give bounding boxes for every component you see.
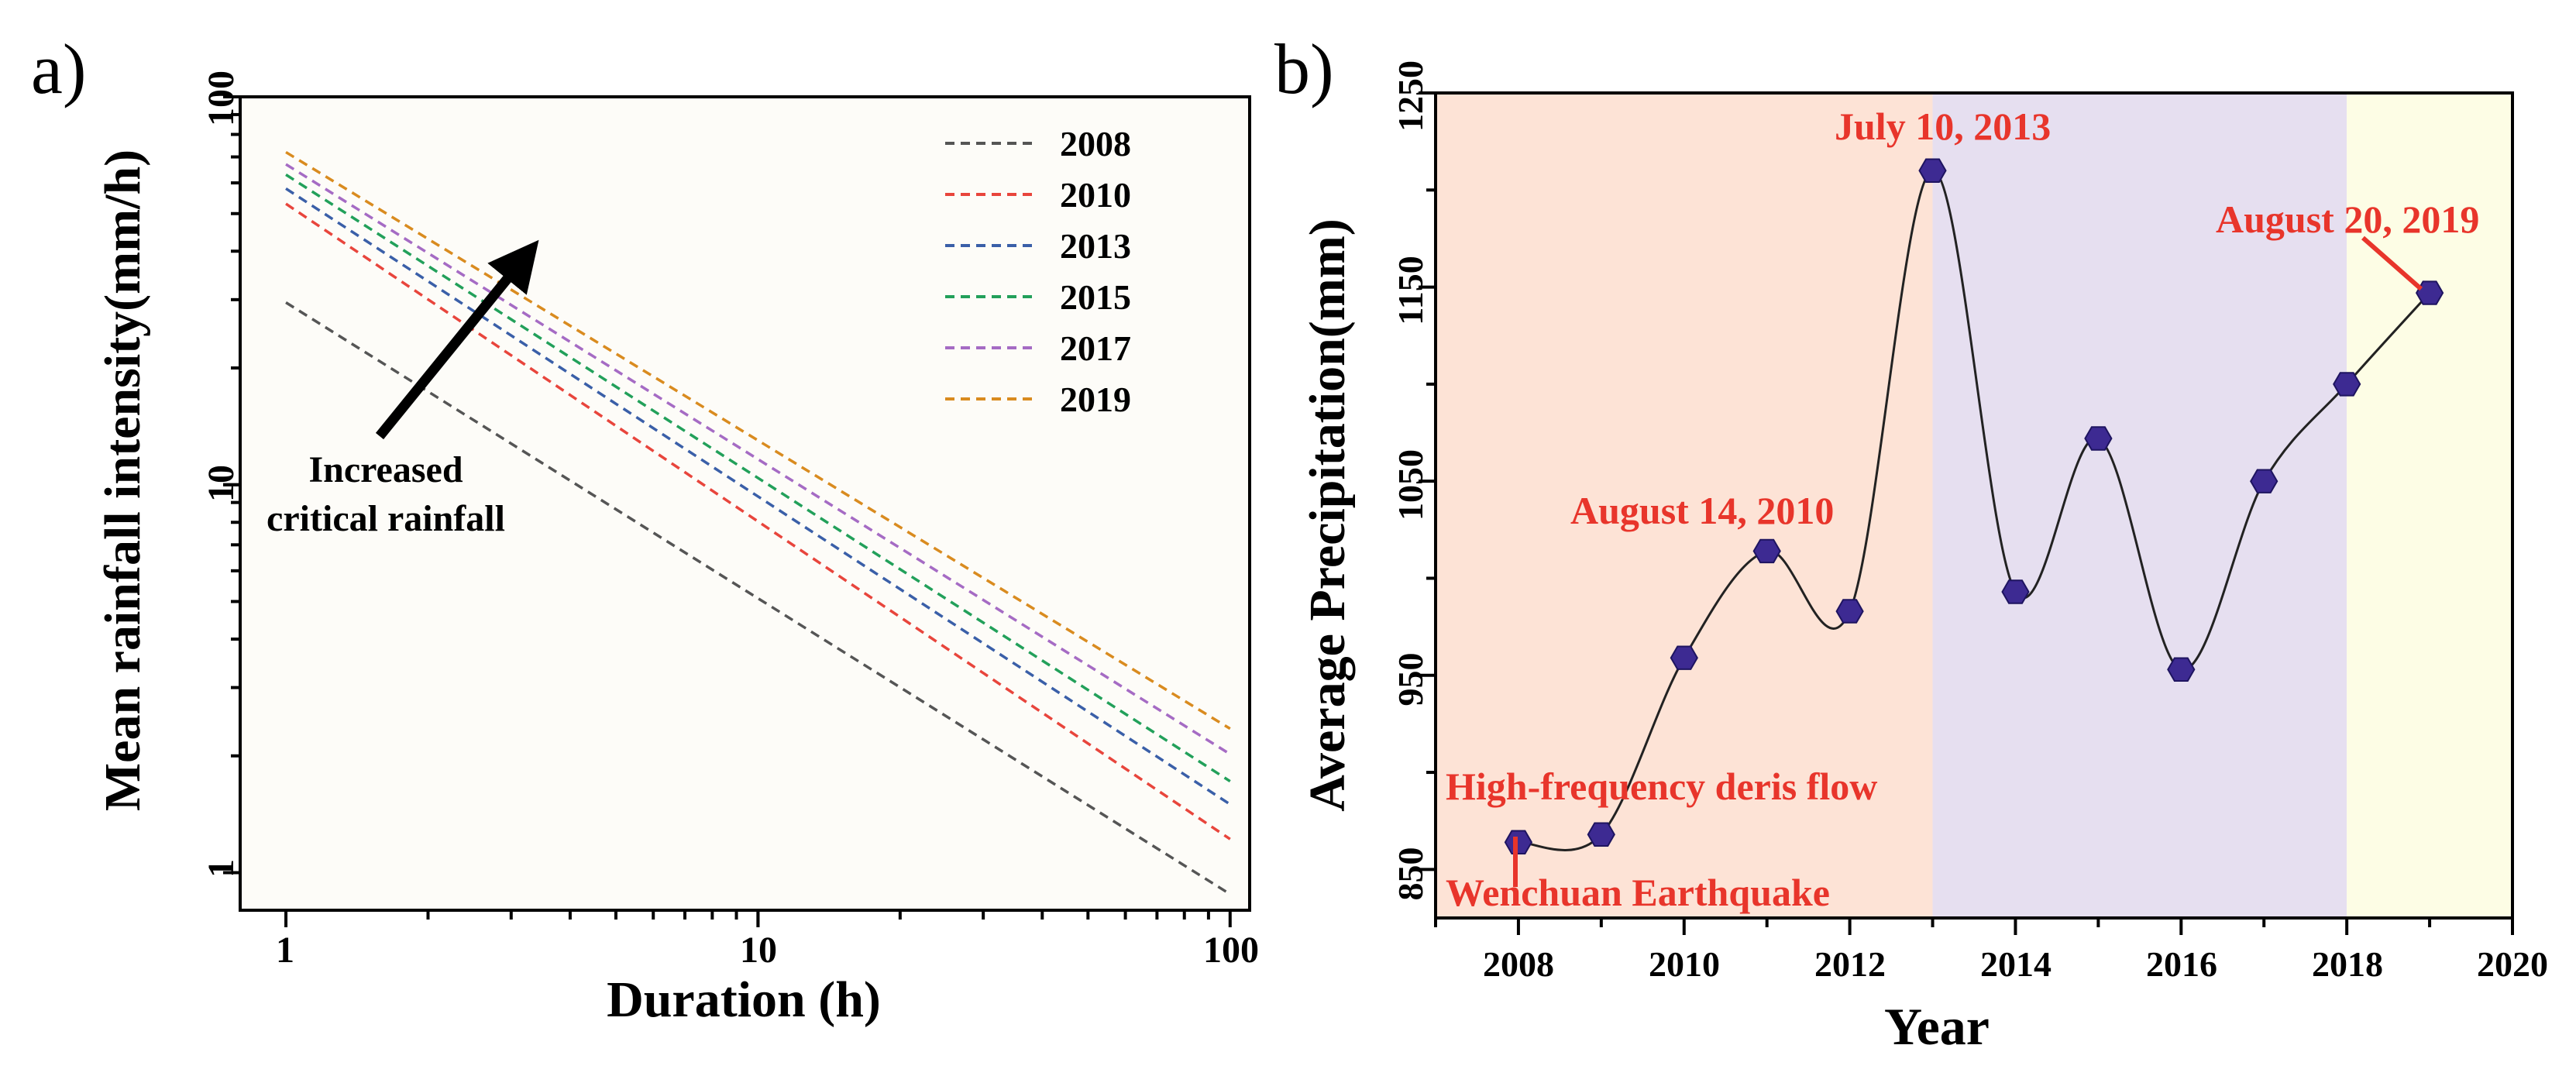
data-point-2017 bbox=[2250, 469, 2279, 493]
shaded-region-2 bbox=[2347, 93, 2512, 918]
data-point-2009 bbox=[1587, 822, 1615, 847]
panel-a-legend: 2008 2010 2013 2015 2017 2019 bbox=[945, 124, 1131, 419]
panel-a-x-tick-label: 1 bbox=[276, 930, 294, 971]
data-point-2019 bbox=[2415, 280, 2444, 305]
series-line-2019 bbox=[285, 150, 1231, 731]
data-point-2014 bbox=[2001, 579, 2030, 604]
data-point-2010 bbox=[1670, 645, 1698, 670]
data-point-2018 bbox=[2333, 372, 2361, 397]
panel-a-y-tick-label: 1 bbox=[201, 859, 242, 878]
annotation-august-2019: August 20, 2019 bbox=[2216, 198, 2479, 241]
panel-a-x-tick-label: 10 bbox=[740, 930, 777, 971]
panel-b-y-tick-label: 1250 bbox=[1391, 60, 1430, 132]
legend-label-2013: 2013 bbox=[1060, 226, 1131, 266]
panel-b-shaded-regions bbox=[1436, 93, 2512, 918]
panel-b: b) 2008 2010 2012 2014 2016 2018 2020 85… bbox=[1274, 29, 2548, 1056]
data-point-2015 bbox=[2084, 426, 2113, 451]
annotation-2019-pointer bbox=[2361, 235, 2423, 291]
panel-a: a) 1 10 100 1 10 100 Duration (h) Mean r… bbox=[31, 29, 1259, 1028]
panel-b-y-tick-label: 950 bbox=[1391, 653, 1430, 706]
panel-a-x-axis-label: Duration (h) bbox=[607, 971, 881, 1028]
data-point-2016 bbox=[2167, 657, 2196, 682]
shaded-region-0 bbox=[1436, 93, 1933, 918]
shaded-region-1 bbox=[1932, 93, 2347, 918]
panel-b-label: b) bbox=[1274, 29, 1334, 108]
panel-b-x-tick-label: 2020 bbox=[2477, 944, 2548, 984]
panel-a-y-tick-label: 100 bbox=[201, 70, 242, 126]
panel-b-plot-area bbox=[1434, 91, 2514, 920]
panel-b-x-tick-label: 2012 bbox=[1814, 944, 1886, 984]
annotation-increased: Increased bbox=[308, 449, 463, 490]
panel-b-x-tick-label: 2018 bbox=[2312, 944, 2383, 984]
data-point-2013 bbox=[1918, 158, 1947, 183]
increase-arrow bbox=[375, 239, 539, 440]
data-point-2012 bbox=[1835, 599, 1864, 624]
panel-b-x-ticks bbox=[1434, 918, 2514, 935]
panel-b-y-tick-label: 850 bbox=[1391, 847, 1430, 901]
legend-label-2017: 2017 bbox=[1060, 328, 1131, 368]
panel-b-y-axis-label: Average Precipitation(mm) bbox=[1299, 218, 1356, 811]
annotation-high-frequency: High-frequency deris flow bbox=[1446, 765, 1877, 808]
panel-b-x-tick-label: 2016 bbox=[2146, 944, 2217, 984]
panel-a-x-tick-label: 100 bbox=[1203, 930, 1259, 971]
panel-b-y-tick-label: 1150 bbox=[1391, 256, 1430, 325]
legend-label-2008: 2008 bbox=[1060, 124, 1131, 163]
panel-b-markers bbox=[1504, 158, 2444, 854]
panel-b-x-tick-label: 2008 bbox=[1483, 944, 1554, 984]
panel-b-y-tick-label: 1050 bbox=[1391, 449, 1430, 521]
panel-a-y-tick-label: 10 bbox=[201, 465, 242, 502]
series-line-2015 bbox=[285, 174, 1231, 783]
legend-label-2010: 2010 bbox=[1060, 175, 1131, 215]
annotation-august-2010: August 14, 2010 bbox=[1570, 489, 1834, 532]
panel-b-x-tick-label: 2010 bbox=[1649, 944, 1720, 984]
panel-a-series-lines bbox=[285, 150, 1231, 896]
panel-a-plot-area bbox=[239, 95, 1251, 912]
series-line-2010 bbox=[285, 202, 1231, 841]
panel-b-x-tick-label: 2014 bbox=[1980, 944, 2052, 984]
legend-label-2015: 2015 bbox=[1060, 277, 1131, 317]
panel-b-y-ticks bbox=[1419, 91, 1436, 871]
series-line-2013 bbox=[285, 187, 1231, 806]
panel-a-x-ticks bbox=[284, 910, 1232, 927]
panel-a-y-ticks bbox=[223, 95, 240, 875]
panel-b-precipitation-curve bbox=[1518, 169, 2431, 851]
annotation-critical-rainfall: critical rainfall bbox=[267, 498, 505, 539]
annotation-july-2013: July 10, 2013 bbox=[1835, 105, 2051, 148]
panel-a-label: a) bbox=[31, 29, 86, 108]
panel-a-y-axis-label: Mean rainfall intensity(mm/h) bbox=[95, 150, 151, 811]
legend-label-2019: 2019 bbox=[1060, 380, 1131, 419]
annotation-wenchuan: Wenchuan Earthquake bbox=[1446, 871, 1830, 914]
panel-b-x-axis-label: Year bbox=[1884, 997, 1990, 1056]
data-point-2008 bbox=[1504, 830, 1533, 854]
data-point-2011 bbox=[1752, 538, 1781, 564]
